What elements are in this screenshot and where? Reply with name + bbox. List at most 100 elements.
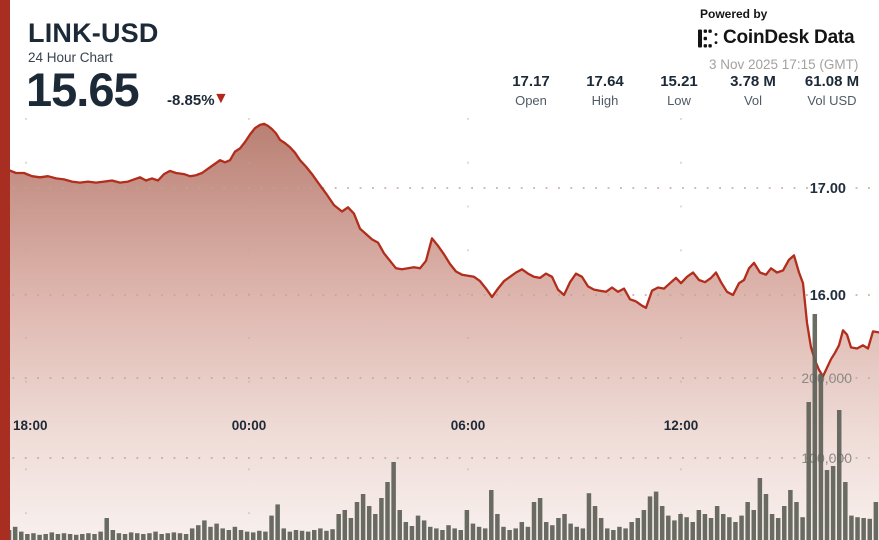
volume-bar xyxy=(495,514,500,540)
stat-volume-label: Vol xyxy=(743,93,763,108)
volume-bar xyxy=(19,531,24,540)
volume-bar xyxy=(611,530,616,540)
volume-bar xyxy=(250,532,256,540)
stat-low: 15.21 Low xyxy=(642,73,716,108)
volume-bar xyxy=(556,518,561,540)
volume-bar xyxy=(513,528,518,540)
volume-bar xyxy=(220,528,225,540)
volume-bar xyxy=(128,532,134,540)
volume-bar xyxy=(299,530,305,540)
volume-bar xyxy=(67,534,73,540)
volume-bar xyxy=(745,502,750,540)
volume-bar xyxy=(867,518,872,540)
chart-subtitle: 24 Hour Chart xyxy=(28,50,113,65)
volume-bar xyxy=(348,518,354,540)
volume-bar xyxy=(794,502,799,540)
stat-low-value: 15.21 xyxy=(660,73,698,90)
volume-bar xyxy=(861,518,866,540)
powered-by-label: Powered by xyxy=(700,7,768,21)
price-area-fill xyxy=(0,123,879,540)
volume-bar xyxy=(543,522,549,540)
volume-bar xyxy=(25,534,30,540)
volume-bar xyxy=(830,466,836,540)
volume-bar xyxy=(769,514,775,540)
volume-bar xyxy=(818,374,824,540)
stat-volume-usd: 61.08 M Vol USD xyxy=(790,73,874,108)
stat-high-label: High xyxy=(591,93,619,108)
volume-bar xyxy=(196,525,201,540)
volume-bar xyxy=(580,528,586,540)
volume-bar xyxy=(110,530,116,540)
volume-bar xyxy=(672,520,677,540)
volume-bar xyxy=(641,510,647,540)
volume-bar xyxy=(409,526,415,540)
volume-bar xyxy=(324,530,329,540)
volume-bar xyxy=(354,502,360,540)
timestamp: 3 Nov 2025 17:15 (GMT) xyxy=(709,57,859,72)
volume-bar xyxy=(696,510,702,540)
volume-bar xyxy=(531,502,537,540)
volume-bar xyxy=(86,533,91,540)
volume-bar xyxy=(525,526,531,540)
volume-bar xyxy=(159,534,164,540)
accent-strip xyxy=(0,0,10,540)
coindesk-logo[interactable]: CoinDesk Data xyxy=(698,27,855,49)
volume-bar xyxy=(202,520,207,540)
volume-bar xyxy=(446,525,451,540)
volume-bar xyxy=(134,533,140,540)
volume-bar xyxy=(873,502,879,540)
volume-bar xyxy=(635,518,641,540)
coindesk-logo-icon xyxy=(698,29,718,47)
volume-bar xyxy=(43,534,48,540)
volume-bar xyxy=(31,533,36,540)
volume-bar xyxy=(238,530,244,540)
volume-bar xyxy=(366,506,372,540)
volume-bar xyxy=(849,515,854,540)
volume-bar xyxy=(519,522,525,540)
volume-bar xyxy=(464,510,470,540)
stat-open-label: Open xyxy=(515,93,547,108)
price-change-percent: -8.85% xyxy=(167,92,215,109)
volume-bar xyxy=(226,530,232,540)
volume-bar xyxy=(598,518,604,540)
volume-bar xyxy=(147,533,152,540)
volume-bar xyxy=(37,534,42,540)
volume-bar xyxy=(733,522,738,540)
volume-bar xyxy=(666,515,671,540)
volume-bar xyxy=(104,518,109,540)
volume-bar xyxy=(293,530,299,540)
time-label-0000: 00:00 xyxy=(232,418,267,433)
volume-bar xyxy=(476,526,482,540)
volume-bar xyxy=(836,410,842,540)
volume-bar xyxy=(586,493,592,540)
stat-volume-usd-label: Vol USD xyxy=(807,93,857,108)
volume-bar xyxy=(55,534,61,540)
volume-bar xyxy=(739,515,744,540)
volume-bar xyxy=(360,494,366,540)
volume-bar xyxy=(269,515,274,540)
volume-bar xyxy=(427,526,433,540)
volume-bar xyxy=(421,520,427,540)
volume-bar xyxy=(80,534,85,540)
volume-bar xyxy=(397,510,402,540)
volume-bar xyxy=(208,526,213,540)
volume-axis-label-200k: 200,000 xyxy=(801,370,852,386)
volume-bar xyxy=(678,514,683,540)
stat-high-value: 17.64 xyxy=(586,73,624,90)
volume-bar xyxy=(782,506,787,540)
volume-bar xyxy=(385,482,390,540)
volume-bar xyxy=(482,528,488,540)
volume-bar xyxy=(232,526,238,540)
stat-volume-value: 3.78 M xyxy=(730,73,776,90)
volume-bar xyxy=(275,504,280,540)
volume-bar xyxy=(61,533,67,540)
volume-bar xyxy=(800,517,805,540)
volume-bar xyxy=(788,490,793,540)
volume-bar xyxy=(470,523,476,540)
volume-bars xyxy=(0,314,879,540)
volume-bar xyxy=(568,523,573,540)
volume-bar xyxy=(415,515,421,540)
volume-bar xyxy=(775,518,781,540)
